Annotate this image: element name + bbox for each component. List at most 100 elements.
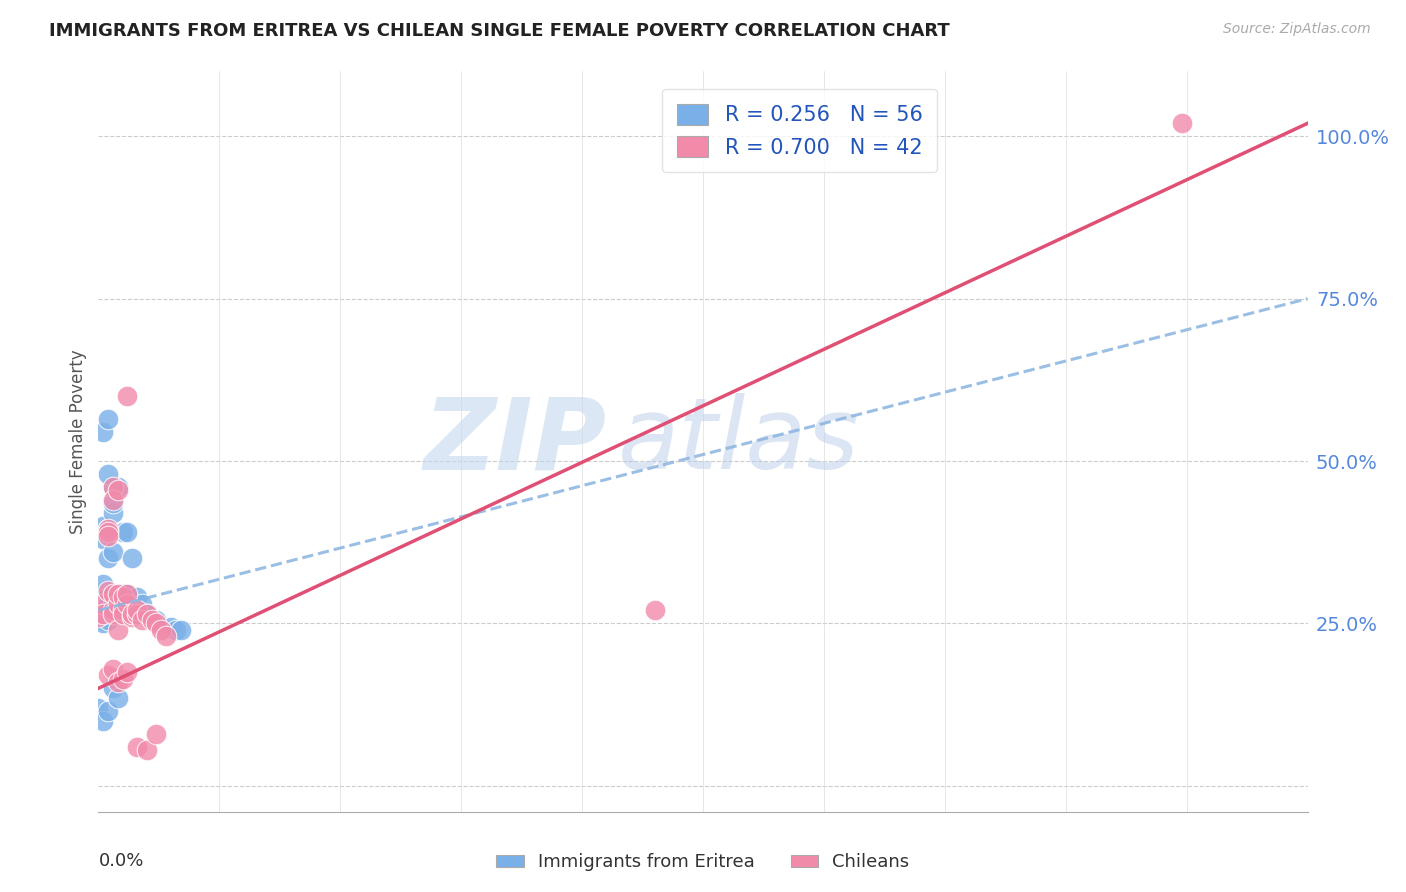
Point [111,607,134,621]
Point [121,607,143,621]
Legend: Immigrants from Eritrea, Chileans: Immigrants from Eritrea, Chileans [489,847,917,879]
Point [145,613,167,627]
Point [97,522,120,536]
Point [141,613,163,627]
Point [101,607,124,621]
Point [91,603,114,617]
Point [121,610,143,624]
Point [87,597,110,611]
Point [111,591,134,605]
Point [101,587,124,601]
Point [97,529,120,543]
Point [97,613,120,627]
Point [97,467,120,481]
Point [91,577,114,591]
Point [127,607,149,621]
Point [97,522,120,536]
Point [101,603,124,617]
Point [111,607,134,621]
Point [91,519,114,533]
Point [91,425,114,439]
Text: 0.0%: 0.0% [98,853,143,871]
Point [97,597,120,611]
Point [111,525,134,540]
Point [91,607,114,621]
Point [91,600,114,615]
Point [91,600,114,615]
Point [97,704,120,718]
Point [107,623,129,637]
Point [97,551,120,566]
Point [117,525,139,540]
Point [107,587,129,601]
Point [117,587,139,601]
Point [101,597,124,611]
Point [117,665,139,679]
Point [91,607,114,621]
Point [91,616,114,631]
Point [97,668,120,682]
Point [97,591,120,605]
Point [101,681,124,696]
Point [121,551,143,566]
Point [101,587,124,601]
Point [91,607,114,621]
Point [101,662,124,676]
Point [150,623,173,637]
Text: IMMIGRANTS FROM ERITREA VS CHILEAN SINGLE FEMALE POVERTY CORRELATION CHART: IMMIGRANTS FROM ERITREA VS CHILEAN SINGL… [49,22,950,40]
Point [117,389,139,403]
Point [145,616,167,631]
Point [101,506,124,520]
Point [91,532,114,546]
Point [127,591,149,605]
Point [117,587,139,601]
Point [101,607,124,621]
Text: Source: ZipAtlas.com: Source: ZipAtlas.com [1223,22,1371,37]
Point [107,587,129,601]
Point [135,743,157,757]
Point [87,607,110,621]
Point [107,597,129,611]
Point [97,412,120,426]
Point [155,629,177,643]
Point [101,480,124,494]
Point [87,610,110,624]
Point [165,623,187,637]
Point [97,583,120,598]
Point [91,597,114,611]
Point [107,483,129,498]
Point [111,672,134,686]
Point [644,603,666,617]
Point [91,591,114,605]
Point [169,623,191,637]
Point [97,603,120,617]
Point [87,701,110,715]
Point [107,597,129,611]
Point [101,545,124,559]
Point [91,603,114,617]
Point [91,613,114,627]
Point [135,607,157,621]
Point [107,480,129,494]
Point [127,603,149,617]
Point [160,620,183,634]
Point [145,727,167,741]
Point [107,691,129,706]
Y-axis label: Single Female Poverty: Single Female Poverty [69,350,87,533]
Point [97,597,120,611]
Point [1171,116,1194,130]
Point [101,600,124,615]
Point [117,597,139,611]
Point [87,610,110,624]
Point [111,603,134,617]
Point [91,714,114,728]
Point [97,607,120,621]
Legend: R = 0.256   N = 56, R = 0.700   N = 42: R = 0.256 N = 56, R = 0.700 N = 42 [662,89,938,172]
Point [131,597,153,611]
Point [101,496,124,510]
Point [101,480,124,494]
Point [135,607,157,621]
Point [111,587,134,601]
Text: ZIP: ZIP [423,393,606,490]
Point [127,739,149,754]
